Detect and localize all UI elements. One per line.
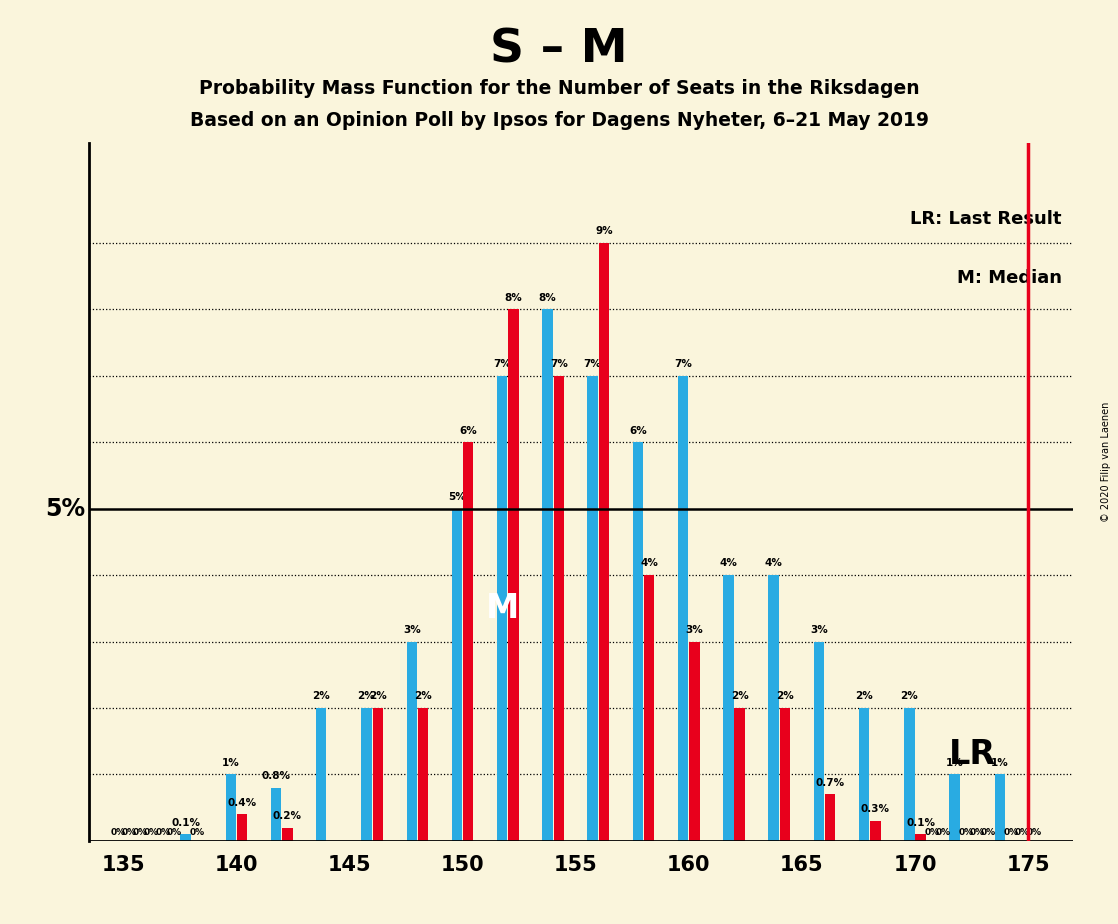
Text: 2%: 2% — [900, 691, 918, 701]
Bar — [825, 795, 835, 841]
Bar — [542, 310, 552, 841]
Text: 0.3%: 0.3% — [861, 804, 890, 814]
Bar — [452, 508, 462, 841]
Bar — [237, 814, 247, 841]
Bar — [870, 821, 881, 841]
Text: 3%: 3% — [809, 625, 827, 635]
Text: LR: Last Result: LR: Last Result — [910, 210, 1062, 227]
Text: 0.2%: 0.2% — [273, 811, 302, 821]
Text: 0.4%: 0.4% — [228, 797, 257, 808]
Text: 0%: 0% — [958, 828, 974, 837]
Text: 0%: 0% — [925, 828, 939, 837]
Bar — [587, 376, 598, 841]
Text: 0.1%: 0.1% — [171, 818, 200, 828]
Text: 2%: 2% — [855, 691, 873, 701]
Bar — [226, 774, 236, 841]
Bar — [372, 708, 383, 841]
Bar — [949, 774, 959, 841]
Text: 0%: 0% — [189, 828, 205, 837]
Text: 5%: 5% — [45, 496, 85, 520]
Text: Probability Mass Function for the Number of Seats in the Riksdagen: Probability Mass Function for the Number… — [199, 79, 919, 98]
Text: 0.8%: 0.8% — [262, 771, 291, 781]
Text: 6%: 6% — [629, 426, 647, 435]
Bar — [768, 575, 779, 841]
Bar — [407, 641, 417, 841]
Text: M: M — [485, 591, 519, 625]
Bar — [509, 310, 519, 841]
Text: 0.1%: 0.1% — [906, 818, 935, 828]
Text: 2%: 2% — [776, 691, 794, 701]
Text: 5%: 5% — [448, 492, 466, 502]
Text: 0%: 0% — [969, 828, 985, 837]
Bar — [814, 641, 824, 841]
Text: 4%: 4% — [765, 558, 783, 568]
Bar — [418, 708, 428, 841]
Text: 7%: 7% — [550, 359, 568, 369]
Text: 1%: 1% — [946, 758, 964, 768]
Bar — [644, 575, 654, 841]
Text: 0%: 0% — [1026, 828, 1041, 837]
Text: © 2020 Filip van Laenen: © 2020 Filip van Laenen — [1101, 402, 1111, 522]
Text: 3%: 3% — [402, 625, 420, 635]
Bar — [599, 243, 609, 841]
Text: 0%: 0% — [144, 828, 159, 837]
Text: 8%: 8% — [539, 293, 557, 303]
Bar — [904, 708, 915, 841]
Text: 0%: 0% — [1004, 828, 1018, 837]
Text: 0%: 0% — [980, 828, 996, 837]
Bar — [282, 828, 293, 841]
Text: M: Median: M: Median — [957, 270, 1062, 287]
Text: 0%: 0% — [122, 828, 136, 837]
Bar — [463, 443, 474, 841]
Bar — [316, 708, 326, 841]
Text: LR: LR — [949, 738, 996, 771]
Text: Based on an Opinion Poll by Ipsos for Dagens Nyheter, 6–21 May 2019: Based on an Opinion Poll by Ipsos for Da… — [189, 111, 929, 130]
Bar — [916, 834, 926, 841]
Bar — [180, 834, 191, 841]
Text: 8%: 8% — [504, 293, 522, 303]
Text: 2%: 2% — [369, 691, 387, 701]
Text: 7%: 7% — [584, 359, 601, 369]
Bar — [498, 376, 508, 841]
Text: 4%: 4% — [720, 558, 737, 568]
Text: 4%: 4% — [641, 558, 659, 568]
Bar — [361, 708, 371, 841]
Text: 0%: 0% — [133, 828, 148, 837]
Bar — [723, 575, 733, 841]
Text: S – M: S – M — [490, 28, 628, 73]
Bar — [271, 787, 282, 841]
Text: 0%: 0% — [167, 828, 182, 837]
Text: 1%: 1% — [991, 758, 1008, 768]
Text: 0%: 0% — [155, 828, 171, 837]
Text: 2%: 2% — [358, 691, 376, 701]
Bar — [735, 708, 745, 841]
Bar — [553, 376, 563, 841]
Text: 2%: 2% — [414, 691, 432, 701]
Text: 6%: 6% — [459, 426, 477, 435]
Text: 7%: 7% — [674, 359, 692, 369]
Bar — [779, 708, 790, 841]
Text: 9%: 9% — [595, 226, 613, 237]
Bar — [678, 376, 689, 841]
Bar — [633, 443, 643, 841]
Text: 2%: 2% — [312, 691, 330, 701]
Text: 3%: 3% — [685, 625, 703, 635]
Text: 1%: 1% — [221, 758, 239, 768]
Text: 0.7%: 0.7% — [816, 778, 845, 787]
Text: 2%: 2% — [731, 691, 749, 701]
Text: 0%: 0% — [1015, 828, 1030, 837]
Text: 7%: 7% — [493, 359, 511, 369]
Bar — [859, 708, 870, 841]
Text: 0%: 0% — [936, 828, 950, 837]
Bar — [689, 641, 700, 841]
Text: 0%: 0% — [111, 828, 125, 837]
Bar — [995, 774, 1005, 841]
